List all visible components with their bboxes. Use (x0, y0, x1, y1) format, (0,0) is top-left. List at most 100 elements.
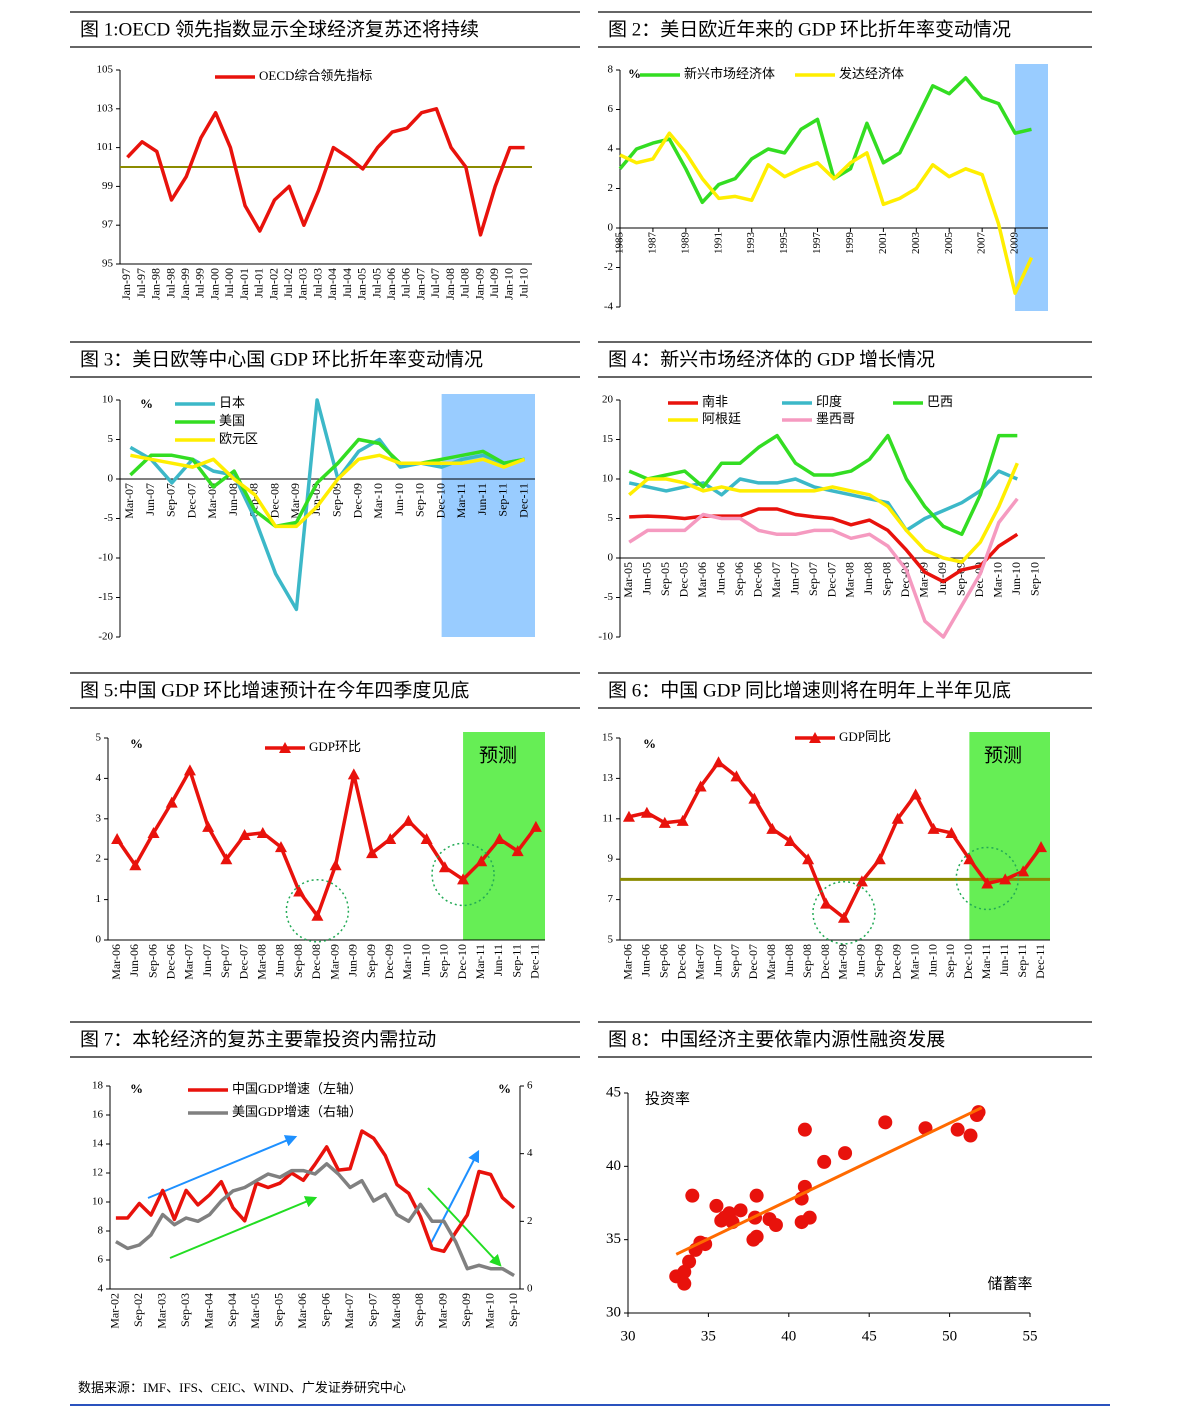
x-tick-label: Jan-99 (178, 268, 192, 300)
x-tick-label: Dec-08 (898, 562, 912, 597)
legend-label: 南非 (702, 394, 728, 409)
x-tick-label: Dec-10 (961, 944, 975, 979)
point-marker (384, 833, 397, 844)
x-tick-label: Sep-11 (496, 483, 510, 517)
point-marker (963, 853, 976, 865)
x-tick-label: Dec-11 (528, 944, 542, 979)
legend-label: GDP同比 (839, 729, 891, 744)
scatter-point (733, 1203, 748, 1218)
x-tick-label: 1995 (778, 232, 790, 255)
scatter-point (797, 1122, 812, 1137)
x-tick-label: Dec-10 (433, 483, 447, 518)
x-tick-label: Jul-09 (487, 268, 501, 298)
y-tick-label: -10 (598, 631, 613, 643)
highlight-ring (955, 846, 1020, 911)
point-marker (511, 845, 524, 857)
x-tick-label: Mar-06 (621, 944, 635, 980)
x-tick-label: Jun-07 (200, 944, 214, 977)
point-marker (493, 833, 506, 844)
scatter-point (749, 1188, 764, 1203)
legend-label: 日本 (219, 395, 245, 410)
x-tick-label: Dec-07 (746, 944, 760, 979)
series-line (129, 437, 525, 529)
x-tick-label: Jan-10 (502, 268, 516, 300)
y2-tick-label: 6 (527, 1080, 533, 1092)
legend-marker (279, 742, 291, 753)
x-tick-label: Sep-06 (732, 562, 746, 596)
x-tick-label: Dec-06 (163, 944, 177, 979)
x-tick-label: Jul-00 (222, 268, 236, 298)
x-tick-label: Jan-00 (207, 268, 221, 300)
x-tick-label: Sep-09 (330, 483, 344, 517)
series-line (130, 453, 526, 529)
x-tick-label: 50 (942, 1328, 957, 1344)
point-marker (347, 768, 360, 780)
x-tick-label: Sep-08 (880, 562, 894, 596)
y-tick-label: 0 (608, 222, 614, 234)
series-line (618, 76, 1032, 205)
point-marker (945, 826, 958, 838)
x-tick-label: Mar-09 (836, 944, 850, 980)
y-tick-label: 99 (102, 180, 114, 192)
y-tick-label: 18 (92, 1080, 104, 1092)
point-marker (402, 814, 415, 826)
scatter-point (950, 1122, 965, 1137)
point-marker (820, 897, 833, 909)
y-tick-label: -5 (104, 512, 114, 524)
x-tick-label: Sep-06 (145, 944, 159, 978)
x-tick-label: Sep-09 (872, 944, 886, 978)
x-tick-label: 2009 (1009, 232, 1021, 255)
x-tick-label: Jun-10 (925, 944, 939, 977)
y-tick-label: 4 (608, 143, 614, 155)
point-marker (784, 835, 797, 847)
series-line (115, 768, 538, 918)
point-marker (529, 820, 542, 832)
x-tick-label: Mar-09 (917, 562, 931, 598)
legend-label: 美国GDP增速（右轴） (232, 1104, 362, 1119)
x-tick-label: Sep-09 (459, 1293, 473, 1327)
point-marker (457, 873, 470, 885)
x-tick-label: Jun-09 (346, 944, 360, 977)
y-tick-label: 95 (102, 258, 114, 270)
x-tick-label: Sep-11 (509, 944, 523, 978)
highlight-ring (812, 881, 876, 945)
x-tick-label: Mar-05 (621, 562, 635, 598)
x-tick-label: Jun-07 (143, 483, 157, 516)
x-tick-label: Sep-09 (364, 944, 378, 978)
legend-label: 阿根廷 (702, 411, 741, 426)
x-tick-label: Mar-10 (482, 1293, 496, 1329)
point-marker (712, 756, 725, 768)
x-tick-label: Jun-05 (639, 562, 653, 595)
y-tick-label: 13 (602, 772, 614, 784)
x-tick-label: Jun-09 (854, 944, 868, 977)
x-tick-label: Jul-99 (193, 268, 207, 298)
point-marker (1035, 841, 1048, 853)
trend-line (675, 1106, 983, 1256)
y-tick-label: 9 (608, 853, 614, 865)
y-tick-label: 2 (608, 182, 614, 194)
x-tick-label: 40 (781, 1328, 796, 1344)
highlight-ring (285, 879, 350, 943)
y-unit: % (628, 66, 641, 81)
y-tick-label: 5 (608, 934, 614, 946)
point-marker (909, 788, 922, 800)
trend-arrow (147, 1135, 298, 1199)
x-tick-label: Jul-10 (516, 268, 530, 298)
x-tick-label: Jul-06 (399, 268, 413, 298)
x-tick-label: Jun-08 (226, 483, 240, 516)
x-tick-label: Jun-10 (392, 483, 406, 516)
y-tick-label: 4 (98, 1283, 104, 1295)
x-tick-label: Sep-11 (1015, 944, 1029, 978)
y-tick-label: 5 (108, 433, 114, 445)
x-tick-label: Mar-08 (205, 483, 219, 519)
x-tick-label: 2007 (976, 232, 988, 255)
point-marker (748, 792, 761, 804)
point-marker (366, 847, 379, 859)
forecast-shade (1015, 64, 1048, 311)
x-tick-label: Dec-07 (236, 944, 250, 979)
y-tick-label: 35 (606, 1231, 621, 1247)
chart-title: 图 4：新兴市场经济体的 GDP 增长情况 (608, 348, 935, 370)
x-tick-label: Mar-07 (122, 483, 136, 519)
x-tick-label: Jun-06 (639, 944, 653, 977)
